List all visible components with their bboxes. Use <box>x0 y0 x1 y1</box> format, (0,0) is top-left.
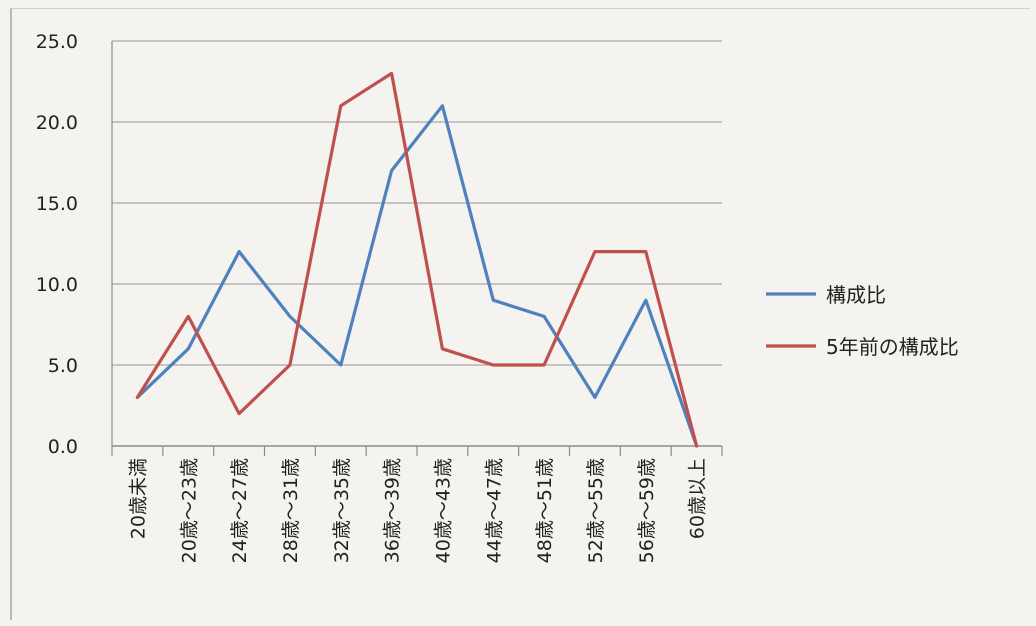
chart-frame <box>10 8 1030 620</box>
x-axis: 20歳未満 20歳～23歳 24歳～27歳 28歳～31歳 32歳～35歳 36歳～39歳… <box>111 445 723 563</box>
series-line-1 <box>135 71 699 448</box>
x-tick-label: 60歳以上 <box>687 458 709 539</box>
x-tick-label: 20歳～23歳 <box>178 458 200 563</box>
x-tick-label: 32歳～35歳 <box>331 458 353 563</box>
legend: 構成比 5年前の構成比 <box>766 283 959 359</box>
x-tick-label: 40歳～43歳 <box>432 458 454 563</box>
x-tick-label: 20歳未満 <box>127 458 149 539</box>
y-tick-label: 0.0 <box>48 436 78 458</box>
series-lines <box>135 71 699 448</box>
y-axis: 0.0 5.0 10.0 15.0 20.0 25.0 <box>36 31 113 458</box>
y-tick-label: 25.0 <box>36 31 78 53</box>
x-tick-label: 36歳～39歳 <box>382 458 404 563</box>
x-tick-label: 28歳～31歳 <box>280 458 302 563</box>
legend-label: 構成比 <box>826 283 886 307</box>
x-tick-label: 24歳～27歳 <box>229 458 251 563</box>
x-tick-label: 44歳～47歳 <box>483 458 505 563</box>
x-tick-label: 52歳～55歳 <box>585 458 607 563</box>
x-tick-label: 56歳～59歳 <box>636 458 658 563</box>
y-tick-label: 15.0 <box>36 193 78 215</box>
series-line-0 <box>135 104 699 448</box>
y-tick-label: 10.0 <box>36 274 78 296</box>
x-tick-label: 48歳～51歳 <box>534 458 556 563</box>
y-tick-label: 20.0 <box>36 112 78 134</box>
legend-label: 5年前の構成比 <box>826 335 959 359</box>
y-tick-label: 5.0 <box>48 355 78 377</box>
